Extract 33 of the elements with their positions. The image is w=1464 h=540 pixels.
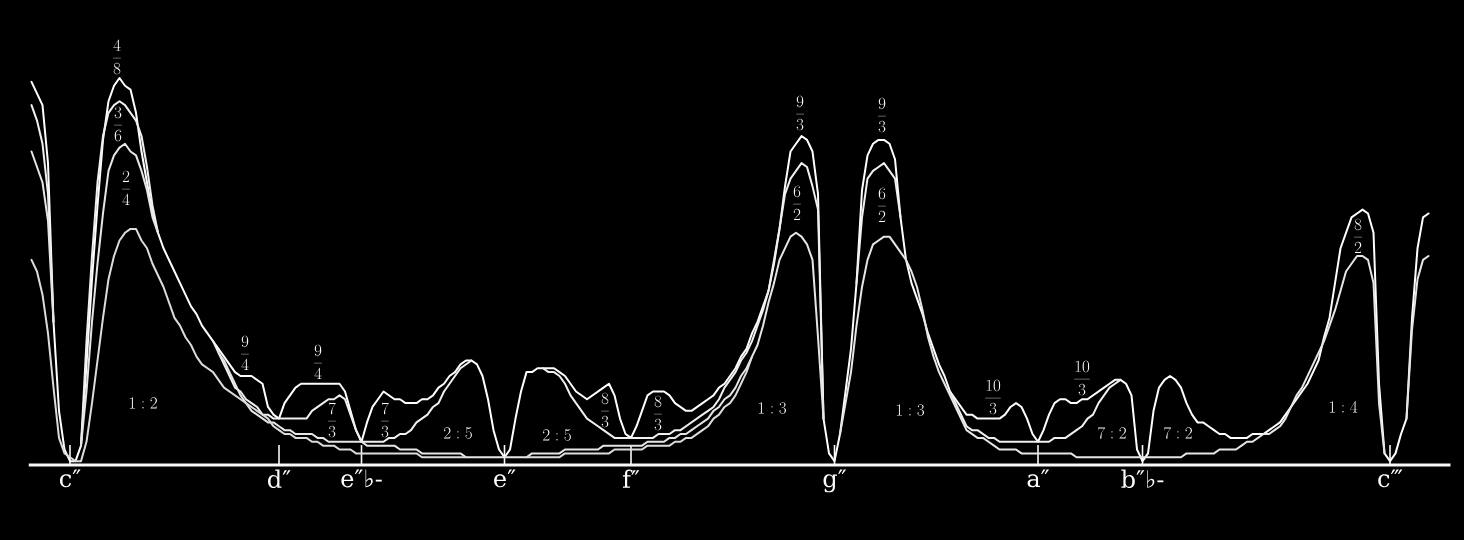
x-tick-label: e″♭- [341,469,382,488]
x-tick-label: c″ [60,469,81,488]
annotation: $1:3$ [896,404,925,416]
x-tick-label: e″ [494,469,516,488]
x-tick-label: a″ [1027,469,1050,488]
x-tick-label: b″♭- [1121,469,1164,489]
annotation: $1:2$ [129,397,157,409]
x-tick-label: g″ [823,469,847,493]
annotation: $7:2$ [1164,426,1192,439]
annotation: $\frac{7}{3}$ [381,402,389,438]
x-tick-label: f″ [622,469,640,488]
annotation: $7:2$ [1098,426,1126,439]
annotation: $\frac{8}{3}$ [654,395,662,431]
annotation: $\frac{9}{3}$ [796,95,804,131]
annotation: $\frac{9}{4}$ [241,335,249,371]
annotation: $\frac{10}{3}$ [985,379,1001,415]
annotation: $2:5$ [444,427,472,439]
annotation: $\frac{3}{6}$ [114,106,122,142]
annotation: $1:4$ [1329,401,1358,413]
annotation: $\frac{8}{2}$ [1354,218,1362,254]
annotation: $\frac{6}{2}$ [878,187,886,223]
x-tick-label: d″ [268,469,291,489]
annotation: $1:3$ [758,402,787,414]
annotation: $2:5$ [543,429,571,441]
annotation: $\frac{10}{3}$ [1074,360,1090,396]
annotation: $\frac{2}{4}$ [122,170,130,206]
annotation: $\frac{6}{2}$ [793,185,801,221]
annotation: $\frac{9}{3}$ [878,97,886,133]
annotation: $\frac{7}{3}$ [328,402,336,438]
annotation: $\frac{9}{4}$ [314,344,322,380]
x-tick-label: c‴ [1378,469,1403,488]
annotation: $\frac{8}{3}$ [601,392,609,428]
text: $\frac{4}{8}$ [113,39,121,75]
